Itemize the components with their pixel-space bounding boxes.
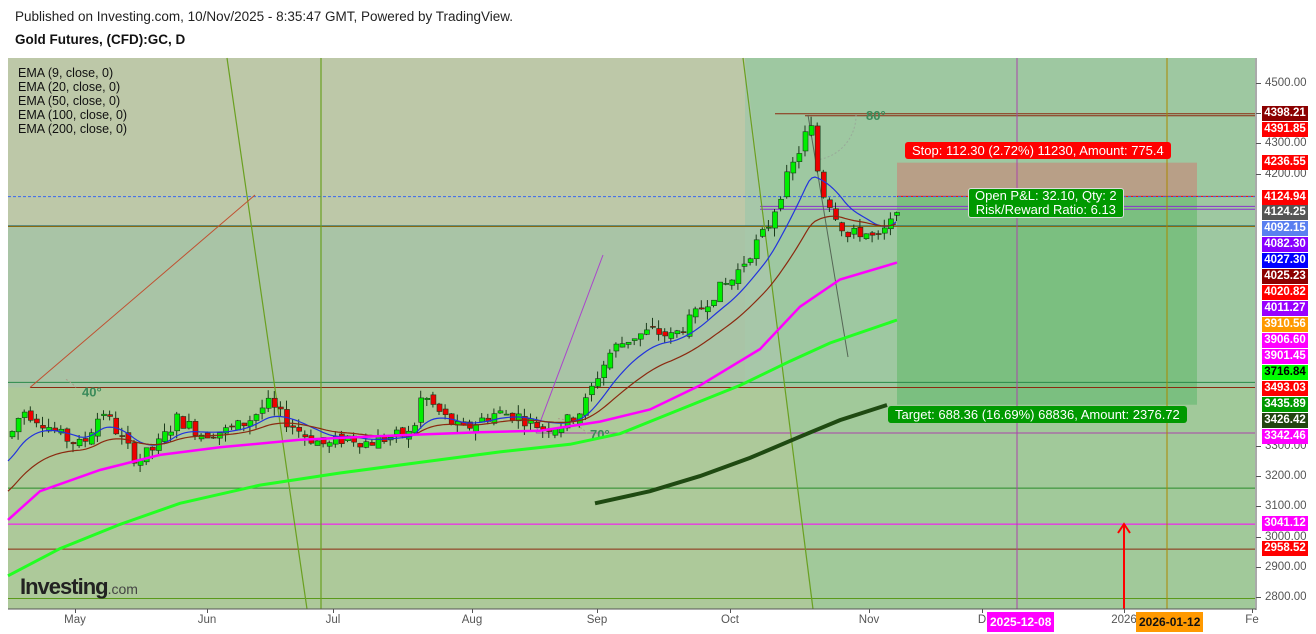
price-label: 4027.30 (1262, 253, 1308, 268)
time-tick: Fe (1245, 614, 1259, 626)
time-tick: May (64, 614, 86, 626)
time-badge: 2025-12-08 (987, 612, 1055, 632)
time-tick: D (977, 614, 987, 626)
price-label: 4025.23 (1262, 269, 1308, 284)
risk-reward-text: Risk/Reward Ratio: 6.13 (975, 202, 1116, 217)
svg-text:80°: 80° (866, 108, 886, 123)
symbol-title: Gold Futures, (CFD):GC, D (15, 32, 186, 47)
target-label: Target: 688.36 (16.69%) 68836, Amount: 2… (888, 406, 1187, 423)
price-label: 4398.21 (1262, 106, 1308, 121)
legend-ema-9[interactable]: EMA (9, close, 0) (18, 66, 114, 80)
price-tick: 3000.00 (1265, 530, 1307, 543)
price-label: 3041.12 (1262, 516, 1308, 531)
price-label: 4092.15 (1262, 221, 1308, 236)
price-label: 4011.27 (1262, 301, 1308, 316)
price-label: 3906.60 (1262, 333, 1308, 348)
price-label: 4391.85 (1262, 122, 1308, 137)
price-label: 3342.46 (1262, 429, 1308, 444)
time-tick: Sep (586, 614, 608, 626)
legend-ema-100[interactable]: EMA (100, close, 0) (18, 108, 128, 122)
price-label: 2958.52 (1262, 541, 1308, 556)
price-label: 4236.55 (1262, 155, 1308, 170)
published-caption: Published on Investing.com, 10/Nov/2025 … (15, 9, 514, 24)
price-tick: 4300.00 (1265, 137, 1307, 150)
svg-text:40°: 40° (82, 384, 102, 399)
open-pnl-text: Open P&L: 32.10, Qty: 2 (975, 188, 1117, 203)
price-label: 4082.30 (1262, 237, 1308, 252)
legend-ema-200[interactable]: EMA (200, close, 0) (18, 122, 128, 136)
price-tick: 3100.00 (1265, 500, 1307, 513)
price-tick: 4200.00 (1265, 167, 1307, 180)
price-tick: 2800.00 (1265, 590, 1307, 603)
time-badge: 2026-01-12 (1136, 612, 1204, 632)
price-label: 4124.25 (1262, 205, 1308, 220)
time-tick: 2026 (1111, 614, 1137, 626)
price-label: 3426.42 (1262, 413, 1308, 428)
stop-label: Stop: 112.30 (2.72%) 11230, Amount: 775.… (905, 142, 1171, 159)
indicator-legend: EMA (9, close, 0) EMA (20, close, 0) EMA… (18, 66, 127, 136)
time-tick: Jun (197, 614, 217, 626)
price-label: 3493.03 (1262, 381, 1308, 396)
price-label: 3910.56 (1262, 317, 1308, 332)
candles (9, 116, 900, 473)
price-label: 4020.82 (1262, 285, 1308, 300)
time-tick: Aug (461, 614, 483, 626)
legend-ema-20[interactable]: EMA (20, close, 0) (18, 80, 121, 94)
price-tick: 2900.00 (1265, 560, 1307, 573)
legend-ema-50[interactable]: EMA (50, close, 0) (18, 94, 121, 108)
price-label: 4124.94 (1262, 190, 1308, 205)
time-tick: Oct (721, 614, 739, 626)
investing-logo: Investing.com (20, 574, 138, 599)
price-label: 3901.45 (1262, 349, 1308, 364)
time-tick: Jul (325, 614, 341, 626)
price-label: 3435.89 (1262, 397, 1308, 412)
price-label: 3716.84 (1262, 365, 1308, 380)
price-tick: 4500.00 (1265, 77, 1307, 89)
time-tick: Nov (858, 614, 880, 626)
pnl-label: Open P&L: 32.10, Qty: 2 Risk/Reward Rati… (968, 188, 1124, 218)
price-tick: 3200.00 (1265, 470, 1307, 483)
